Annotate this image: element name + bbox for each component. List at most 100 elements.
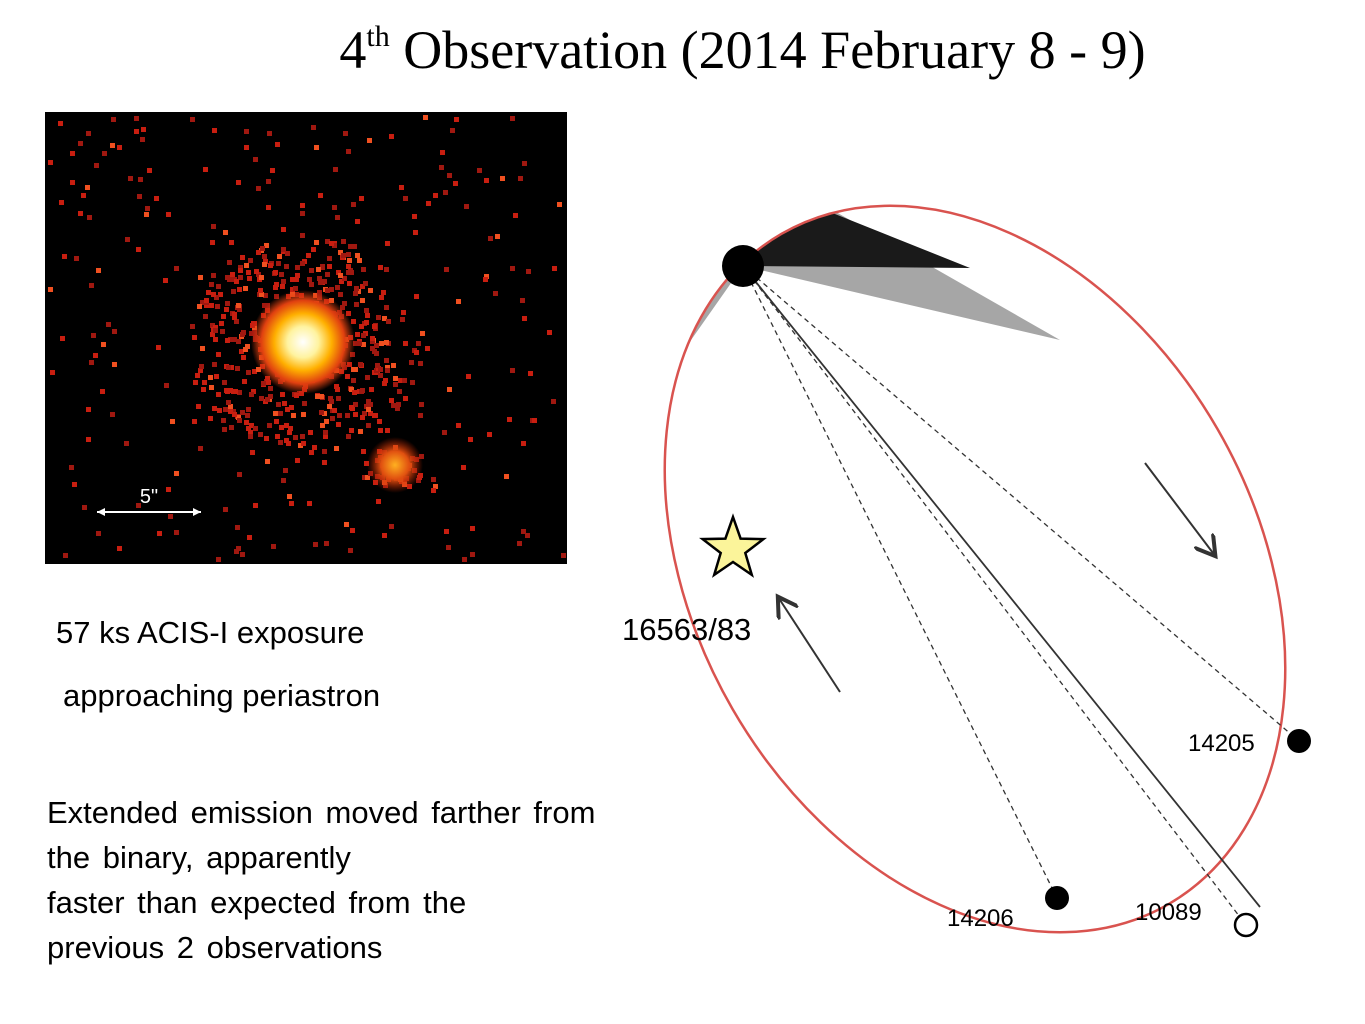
photon-event [397,389,402,394]
photon-event [322,411,327,416]
title-text: Observation (2014 February 8 - 9) [389,20,1146,80]
orbit-point-10089-marker [1233,912,1259,938]
photon-event [369,387,374,392]
photon-event [416,341,421,346]
photon-event [85,185,90,190]
photon-event [319,394,324,399]
photon-event [466,374,471,379]
photon-event [343,131,348,136]
photon-event [307,501,312,506]
photon-event [372,413,377,418]
photon-event [450,128,455,133]
photon-event [259,292,264,297]
photon-event [117,546,122,551]
photon-event [447,173,452,178]
photon-event [365,375,370,380]
photon-event [351,319,356,324]
photon-event [193,380,198,385]
photon-event [522,161,527,166]
photon-event [217,408,222,413]
photon-event [235,366,240,371]
photon-event [354,302,359,307]
photon-event [483,277,488,282]
photon-event [526,269,531,274]
photon-event [322,449,327,454]
photon-event [283,468,288,473]
photon-event [348,268,353,273]
photon-event [507,417,512,422]
photon-event [249,423,254,428]
photon-event [174,530,179,535]
photon-event [209,282,214,287]
photon-event [244,420,249,425]
photon-event [223,507,228,512]
photon-event [350,528,355,533]
photon-event [284,423,289,428]
photon-event [48,287,53,292]
photon-event [198,368,203,373]
photon-event [366,399,371,404]
photon-event [386,319,391,324]
photon-event [263,259,268,264]
photon-event [102,151,107,156]
photon-event [557,202,562,207]
photon-event [214,295,219,300]
photon-event [220,329,225,334]
photon-event [364,308,369,313]
photon-event [352,244,357,249]
photon-event [355,332,360,337]
photon-event [359,324,364,329]
photon-event [413,230,418,235]
photon-event [384,358,389,363]
orbital-phase-label: approaching periastron [63,678,381,713]
photon-event [117,145,122,150]
photon-event [278,411,283,416]
photon-event [381,290,386,295]
photon-event [246,370,251,375]
photon-event [391,403,396,408]
description-line: faster than expected from the [47,885,467,920]
photon-event [225,338,230,343]
bright-source-core [251,290,355,394]
photon-event [344,522,349,527]
photon-event [348,548,353,553]
description-line: previous 2 observations [47,930,383,965]
photon-event [518,176,523,181]
photon-event [382,316,387,321]
photon-event [391,363,396,368]
photon-event [346,311,351,316]
photon-event [464,204,469,209]
photon-event [453,181,458,186]
photon-event [216,284,221,289]
photon-event [446,545,451,550]
photon-event [223,407,228,412]
photon-event [265,397,270,402]
photon-event [347,281,352,286]
photon-event [329,241,334,246]
photon-event [265,459,270,464]
photon-event [106,322,111,327]
photon-event [346,252,351,257]
photon-event [216,392,221,397]
photon-event [300,233,305,238]
photon-event [317,276,322,281]
photon-event [229,240,234,245]
photon-event [311,125,316,130]
photon-event [249,331,254,336]
photon-event [359,196,364,201]
photon-event [374,343,379,348]
photon-event [363,281,368,286]
photon-event [242,379,247,384]
photon-event [330,416,335,421]
photon-event [442,430,447,435]
photon-event [256,250,261,255]
photon-event [349,387,354,392]
photon-event [443,190,448,195]
photon-event [225,301,230,306]
photon-event [500,176,505,181]
photon-event [136,247,141,252]
photon-event [232,312,237,317]
photon-event [444,267,449,272]
photon-event [510,116,515,121]
photon-event [385,365,390,370]
